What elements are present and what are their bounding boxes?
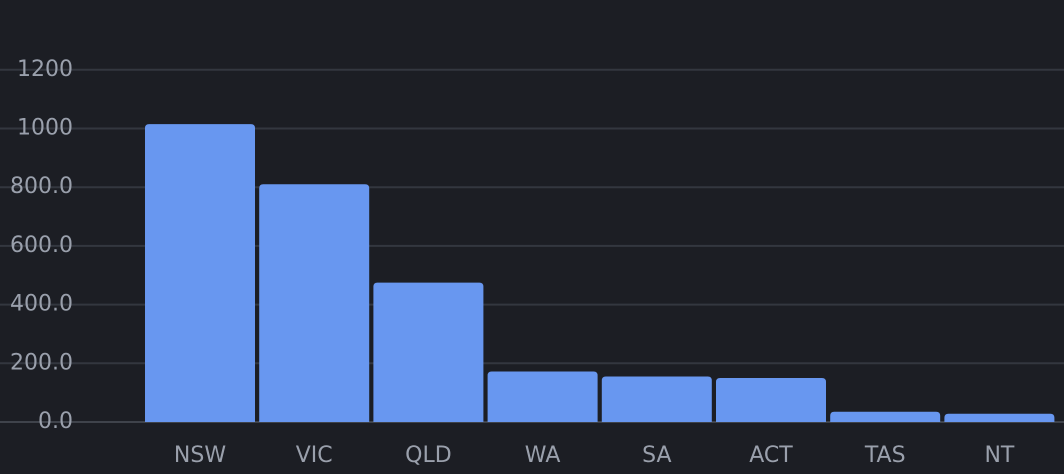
x-tick-label: NSW — [174, 443, 226, 468]
x-tick-label: ACT — [749, 443, 793, 468]
bar-tas — [830, 411, 941, 422]
y-tick-label: 1200 — [17, 57, 73, 82]
x-tick-label: SA — [642, 443, 671, 468]
x-tick-label: WA — [525, 443, 561, 468]
y-tick-label: 1000 — [17, 116, 73, 141]
y-tick-label: 800.0 — [10, 174, 73, 199]
x-tick-label: QLD — [405, 443, 452, 468]
bar-nt — [944, 413, 1055, 422]
x-axis-tick-labels: NSW VIC QLD WA SA ACT TAS NT — [174, 443, 1015, 468]
bar-nsw — [145, 124, 255, 422]
x-tick-label: NT — [984, 443, 1014, 468]
bar-sa — [601, 376, 712, 422]
x-tick-label: VIC — [296, 443, 333, 468]
y-tick-label: 200.0 — [10, 350, 73, 375]
bar-vic — [259, 184, 370, 422]
x-tick-label: TAS — [864, 443, 906, 468]
bars — [145, 124, 1055, 422]
bar-qld — [373, 282, 484, 422]
y-tick-label: 400.0 — [10, 292, 73, 317]
y-tick-label: 0.0 — [38, 409, 73, 434]
y-tick-label: 600.0 — [10, 233, 73, 258]
y-axis-tick-labels: 0.0 200.0 400.0 600.0 800.0 1000 1200 — [10, 57, 73, 434]
bar-act — [716, 377, 826, 422]
bar-wa — [487, 371, 598, 422]
